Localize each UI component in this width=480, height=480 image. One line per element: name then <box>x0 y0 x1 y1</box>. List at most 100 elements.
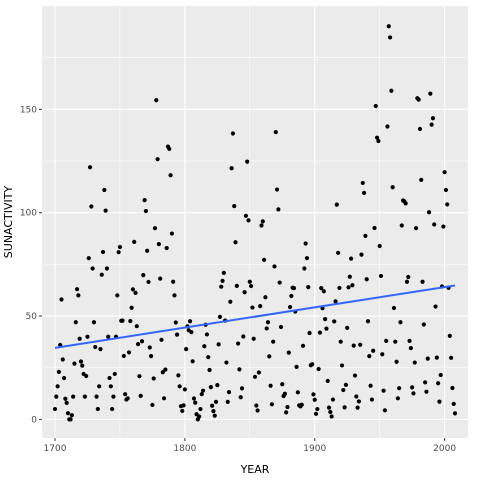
data-point <box>74 287 80 292</box>
data-point <box>247 279 252 284</box>
data-point <box>342 405 347 410</box>
data-point <box>102 187 107 193</box>
data-point <box>68 417 73 422</box>
data-point <box>200 388 206 393</box>
data-point <box>93 344 98 350</box>
data-point <box>172 293 177 298</box>
data-point <box>64 400 69 405</box>
data-point <box>430 116 436 121</box>
data-point <box>295 390 300 395</box>
data-point <box>59 297 64 302</box>
data-point <box>246 218 251 223</box>
data-point <box>334 202 339 207</box>
data-point <box>359 252 364 257</box>
data-point <box>274 187 280 192</box>
data-point <box>381 388 386 393</box>
data-point <box>291 286 297 291</box>
data-point <box>168 173 173 178</box>
data-point <box>254 403 259 408</box>
data-point <box>385 124 390 129</box>
data-point <box>413 226 419 231</box>
x-tick-label: 2000 <box>433 444 456 454</box>
data-point <box>148 354 154 359</box>
data-point <box>294 364 299 369</box>
data-point <box>87 165 93 170</box>
data-point <box>364 277 369 282</box>
data-point <box>299 402 304 407</box>
data-point <box>354 394 359 399</box>
data-point <box>346 285 351 290</box>
data-point <box>286 350 291 355</box>
data-point <box>310 362 315 367</box>
data-point <box>347 274 352 279</box>
data-point <box>225 399 230 404</box>
data-point <box>369 397 374 402</box>
y-tick-label: 0 <box>31 415 37 425</box>
data-point <box>284 410 289 415</box>
data-point <box>324 326 329 331</box>
data-point <box>289 293 294 299</box>
data-point <box>302 266 307 271</box>
x-axis-title: YEAR <box>240 463 270 476</box>
data-point <box>208 385 213 390</box>
data-point <box>410 385 415 390</box>
data-point <box>399 223 404 228</box>
data-point <box>112 371 117 377</box>
data-point <box>323 317 328 322</box>
data-point <box>94 394 99 399</box>
data-point <box>376 138 381 144</box>
data-point <box>190 359 195 364</box>
data-point <box>326 405 332 410</box>
data-point <box>394 359 399 364</box>
data-point <box>339 363 345 368</box>
data-point <box>65 411 71 416</box>
data-point <box>137 374 142 379</box>
y-tick-label: 50 <box>26 312 38 322</box>
data-point <box>378 273 384 279</box>
data-point <box>436 381 441 386</box>
data-point <box>338 339 343 344</box>
data-point <box>437 399 442 404</box>
data-point <box>116 250 121 255</box>
data-point <box>211 409 216 414</box>
data-point <box>217 314 223 319</box>
data-point <box>273 129 278 135</box>
data-point <box>82 394 87 399</box>
data-point <box>78 359 84 364</box>
data-point <box>156 242 161 247</box>
data-point <box>146 279 151 285</box>
data-point <box>219 284 224 289</box>
data-point <box>311 392 316 397</box>
data-point <box>142 197 147 203</box>
data-point <box>242 290 247 295</box>
data-point <box>441 224 446 229</box>
data-point <box>176 373 181 378</box>
data-point <box>136 342 141 347</box>
data-point <box>447 333 452 338</box>
data-point <box>425 356 430 361</box>
data-point <box>52 406 58 412</box>
data-point <box>259 223 264 228</box>
data-point <box>312 397 317 402</box>
data-point <box>285 404 290 410</box>
data-point <box>434 355 439 360</box>
data-point <box>128 318 133 324</box>
data-point <box>371 348 376 353</box>
data-point <box>372 225 377 231</box>
data-point <box>107 375 112 381</box>
data-point <box>160 370 165 375</box>
data-point <box>316 366 321 372</box>
data-point <box>230 131 236 136</box>
data-point <box>404 279 410 284</box>
data-point <box>328 409 333 415</box>
data-point <box>239 386 245 391</box>
data-point <box>215 382 220 388</box>
data-point <box>358 342 363 347</box>
data-point <box>450 385 455 391</box>
data-point <box>73 320 78 325</box>
data-point <box>189 330 194 335</box>
data-point <box>360 180 365 186</box>
data-point <box>138 393 143 398</box>
data-point <box>303 241 308 246</box>
